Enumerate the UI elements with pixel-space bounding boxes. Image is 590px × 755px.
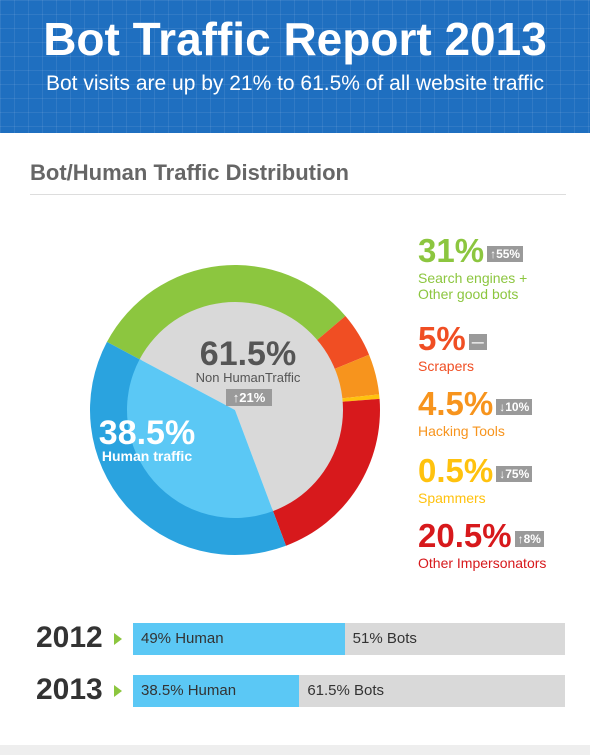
divider [30,194,566,195]
year-label: 2013 [36,673,103,706]
title: Bot Traffic Report 2013 [43,13,547,65]
section-title: Bot/Human Traffic Distribution [30,160,349,185]
legend-value: 5% [418,320,466,357]
legend-label: Spammers [418,490,486,506]
legend-header: 4.5% ↓10% [418,385,578,423]
human-share-label: 38.5% [99,414,195,452]
bar-label: 49% Human [141,630,224,647]
header: Bot Traffic Report 2013 Bot visits are u… [0,0,590,133]
legend-label: Scrapers [418,358,475,374]
donut-segment [315,316,370,370]
arrow [114,633,122,645]
change-badge [226,389,272,406]
bar-label: 51% Bots [352,630,417,647]
legend-item: 31% ↑55% Search engines + Other good bots [418,232,578,302]
legend-value: 4.5% [418,385,494,422]
donut-segment [106,265,346,361]
bot-share-caption: Non HumanTraffic [196,370,301,385]
donut-segment [333,354,380,399]
legend-change: ↓10% [496,399,533,415]
bar-label: 61.5% Bots [307,682,385,699]
legend-header: 31% ↑55% [418,232,578,270]
inner-segment [127,359,273,518]
legend-item: 5% — Scrapers [418,320,578,374]
legend-change: — [468,334,487,350]
bar-segment [133,675,300,707]
legend-item: 4.5% ↓10% Hacking Tools [418,385,578,439]
inner-segment [139,302,343,512]
arrow [114,685,122,697]
legend-header: 5% — [418,320,578,358]
donut-segment [272,398,381,546]
bar-segment [299,675,565,707]
year-label: 2012 [36,621,103,654]
legend-header: 20.5% ↑8% [418,517,578,555]
footer-band [0,745,590,755]
bar-segment [344,623,565,655]
human-share-caption: Human traffic [102,448,192,464]
legend-change: ↑55% [487,246,524,262]
bot-share-change: ↑21% [233,390,266,405]
bot-share-label: 61.5% [200,335,296,373]
legend-change: ↑8% [514,531,544,547]
legend-item: 0.5% ↓75% Spammers [418,452,578,506]
subtitle: Bot visits are up by 21% to 61.5% of all… [45,72,545,95]
donut-segment [90,341,287,555]
legend-change: ↓75% [496,466,533,482]
legend-value: 31% [418,232,485,269]
donut-segment [340,394,380,402]
bar-segment [133,623,345,655]
legend-value: 20.5% [418,517,512,554]
legend-label: Hacking Tools [418,423,505,439]
legend-label: Other Impersonators [418,555,547,571]
legend-header: 0.5% ↓75% [418,452,578,490]
legend-item: 20.5% ↑8% Other Impersonators [418,517,578,571]
legend-value: 0.5% [418,452,494,489]
bar-label: 38.5% Human [141,682,237,699]
donut-chart: 61.5%Non HumanTraffic ↑21% 38.5%Human traf… [90,265,381,555]
legend-label: Search engines + Other good bots [418,270,528,302]
